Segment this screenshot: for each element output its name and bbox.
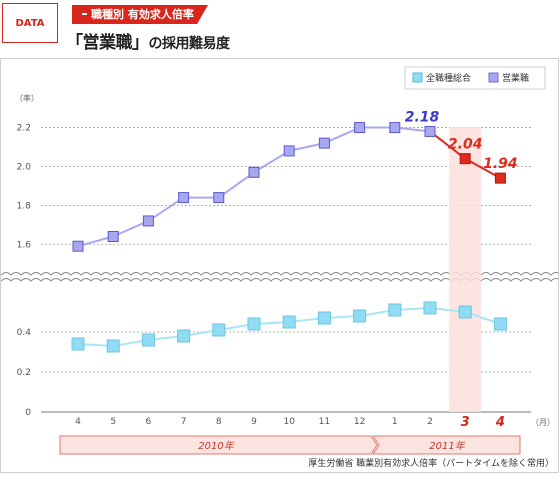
text-layer: 1.61.82.02.200.20.44 5 6 7 8 9 10 11 12 1 2 3 42.182…: [17, 109, 518, 430]
legend-label-all: 全職種総合: [426, 72, 471, 84]
data-point-sales: [248, 166, 260, 178]
x-tick-label: 6: [146, 417, 152, 427]
year-band: 2010年 2011年: [59, 435, 521, 455]
data-point-sales: [142, 215, 154, 227]
highlight-band: [449, 127, 482, 412]
title-sub: の採用難易度: [148, 36, 231, 52]
x-tick-label: 9: [251, 417, 257, 427]
data-point-all-jobs: [493, 317, 507, 331]
data-point-all-jobs: [317, 311, 331, 325]
year-2011-label: 2011年: [429, 440, 465, 452]
data-point-sales: [389, 122, 401, 134]
data-label: 2.18: [405, 109, 440, 125]
x-axis-unit: （月）: [531, 418, 555, 427]
legend-marker-sales: [488, 72, 499, 83]
series-layer: [71, 122, 507, 353]
data-point-sales: [354, 122, 366, 134]
y-tick-label: 2.2: [17, 124, 31, 134]
y-tick-label: 2.0: [17, 162, 32, 172]
data-point-all-jobs: [458, 305, 472, 319]
data-label: 2.04: [448, 137, 483, 153]
data-point-all-jobs: [177, 329, 191, 343]
title-main: 「営業職」: [66, 33, 149, 53]
data-point-all-jobs: [353, 309, 367, 323]
line-chart: 1.61.82.02.200.20.44 5 6 7 8 9 10 11 12 1 2 3 42.182…: [0, 66, 560, 455]
x-tick-label: 12: [354, 417, 365, 427]
x-tick-label: 7: [181, 417, 187, 427]
x-tick-label: 2: [427, 417, 433, 427]
tag-dash: [82, 13, 87, 15]
data-point-sales: [178, 192, 190, 204]
series-line-sales: [77, 126, 431, 248]
data-point-sales: [213, 192, 225, 204]
legend: 全職種総合 営業職: [404, 66, 546, 90]
y-tick-label: 1.6: [17, 240, 32, 250]
y-tick-label: 0.2: [17, 368, 31, 378]
x-tick-label: 10: [283, 417, 295, 427]
highlight-layer: [449, 127, 482, 412]
data-point-all-jobs: [423, 301, 437, 315]
y-tick-label: 1.8: [17, 201, 32, 211]
tag-label: 職種別 有効求人倍率: [91, 8, 194, 21]
data-point-all-jobs: [71, 337, 85, 351]
x-tick-label: 11: [319, 417, 330, 427]
data-point-all-jobs: [106, 339, 120, 353]
data-point-all-jobs: [141, 333, 155, 347]
data-point-all-jobs: [247, 317, 261, 331]
data-point-sales: [283, 145, 295, 157]
chart-panel: 1.6 1.8 2.0 2.2 0 0.2 0.4 4 5 6 7 8 9 10 11 12 1 2 3 4 2.18 2…: [0, 58, 560, 473]
data-point-all-jobs: [282, 315, 296, 329]
y-tick-label: 0: [25, 408, 31, 418]
data-point-all-jobs: [212, 323, 226, 337]
x-tick-label: 1: [392, 417, 398, 427]
data-point-sales: [459, 153, 471, 165]
data-point-sales: [107, 230, 119, 242]
legend-marker-all: [412, 72, 423, 83]
x-tick-label: 3: [461, 415, 470, 430]
data-point-sales: [494, 172, 506, 184]
x-tick-label: 5: [110, 417, 116, 427]
data-point-sales: [72, 240, 84, 252]
data-badge: DATA: [2, 3, 58, 43]
year-2010-label: 2010年: [198, 440, 234, 452]
y-tick-label: 0.4: [17, 328, 32, 338]
data-label: 1.94: [483, 156, 518, 172]
page-title: 「営業職」の採用難易度: [66, 28, 230, 53]
category-tag: 職種別 有効求人倍率: [72, 5, 208, 24]
x-tick-label: 8: [216, 417, 222, 427]
y-axis-unit: （率）: [15, 93, 39, 103]
x-tick-label: 4: [75, 417, 81, 427]
x-tick-label: 4: [495, 415, 505, 430]
data-point-sales: [318, 137, 330, 149]
data-point-all-jobs: [388, 303, 402, 317]
source-note: 厚生労働省 職業別有効求人倍率（パートタイムを除く常用）: [308, 459, 554, 469]
data-point-sales: [424, 125, 436, 137]
legend-label-sales: 営業職: [502, 72, 529, 84]
